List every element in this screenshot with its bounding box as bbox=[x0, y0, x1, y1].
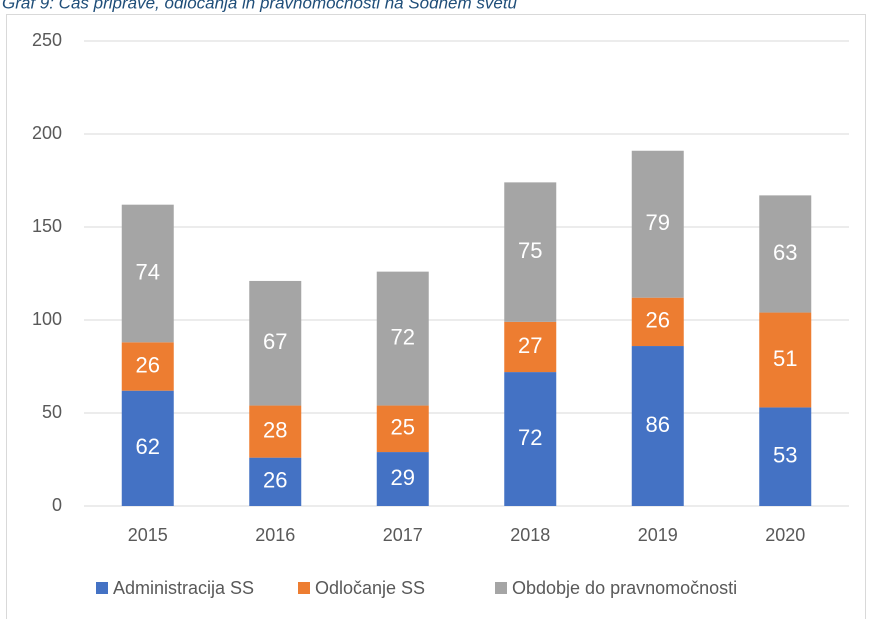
data-label: 25 bbox=[391, 415, 415, 440]
x-tick-label: 2015 bbox=[128, 525, 168, 545]
y-tick-label: 250 bbox=[32, 30, 62, 50]
data-label: 72 bbox=[391, 324, 415, 349]
bar-segment bbox=[121, 342, 174, 391]
y-tick-label: 0 bbox=[52, 495, 62, 515]
data-label: 28 bbox=[263, 417, 287, 442]
chart-frame bbox=[6, 14, 866, 619]
x-tick-label: 2019 bbox=[638, 525, 678, 545]
bar-segment bbox=[121, 204, 174, 343]
bar-segment bbox=[759, 407, 812, 506]
y-tick-label: 50 bbox=[42, 402, 62, 422]
data-label: 26 bbox=[646, 308, 670, 333]
data-label: 86 bbox=[646, 412, 670, 437]
data-label: 26 bbox=[263, 468, 287, 493]
data-label: 29 bbox=[391, 465, 415, 490]
data-label: 67 bbox=[263, 329, 287, 354]
bar-segment bbox=[631, 297, 684, 347]
data-label: 62 bbox=[136, 434, 160, 459]
data-label: 51 bbox=[773, 346, 797, 371]
data-label: 75 bbox=[518, 238, 542, 263]
legend-swatch bbox=[96, 582, 108, 594]
bar-segment bbox=[376, 271, 429, 406]
legend-swatch bbox=[495, 582, 507, 594]
data-label: 53 bbox=[773, 443, 797, 468]
bar-segment bbox=[504, 372, 557, 506]
data-label: 72 bbox=[518, 425, 542, 450]
y-tick-label: 100 bbox=[32, 309, 62, 329]
bar-segment bbox=[631, 346, 684, 506]
legend-swatch bbox=[298, 582, 310, 594]
data-label: 74 bbox=[136, 259, 160, 284]
bar-segment bbox=[249, 457, 302, 506]
bar-segment bbox=[121, 390, 174, 506]
chart-title: Graf 9: Čas priprave, odločanja in pravn… bbox=[2, 0, 518, 12]
x-tick-label: 2018 bbox=[510, 525, 550, 545]
x-tick-label: 2017 bbox=[383, 525, 423, 545]
bar-segment bbox=[376, 452, 429, 506]
legend-label: Administracija SS bbox=[113, 578, 254, 598]
bar-segment bbox=[504, 182, 557, 322]
bar-segment bbox=[249, 280, 302, 406]
data-label: 79 bbox=[646, 210, 670, 235]
bar-segment bbox=[249, 405, 302, 458]
legend-label: Odločanje SS bbox=[315, 578, 425, 598]
data-label: 63 bbox=[773, 240, 797, 265]
y-tick-label: 200 bbox=[32, 123, 62, 143]
bar-segment bbox=[376, 405, 429, 453]
legend-label: Obdobje do pravnomočnosti bbox=[512, 578, 737, 598]
bar-segment bbox=[631, 150, 684, 298]
x-tick-label: 2016 bbox=[255, 525, 295, 545]
x-tick-label: 2020 bbox=[765, 525, 805, 545]
data-label: 26 bbox=[136, 352, 160, 377]
data-label: 27 bbox=[518, 333, 542, 358]
bar-segment bbox=[759, 195, 812, 313]
bar-segment bbox=[759, 312, 812, 408]
bar-segment bbox=[504, 321, 557, 373]
y-tick-label: 150 bbox=[32, 216, 62, 236]
